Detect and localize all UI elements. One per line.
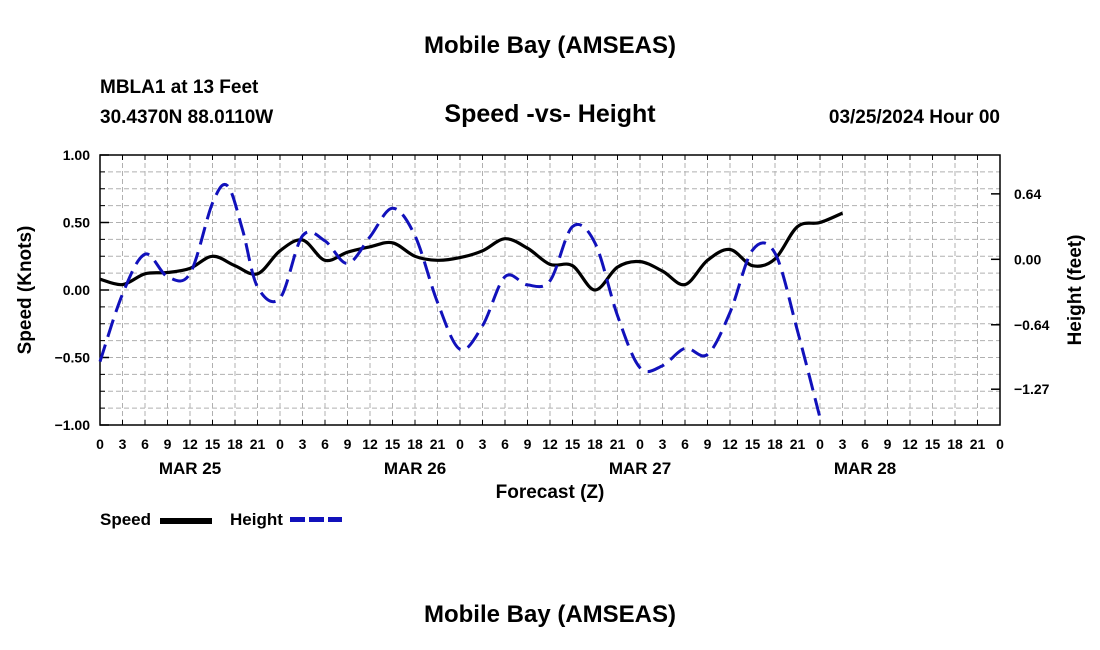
- y-tick-label: 0.00: [63, 282, 90, 298]
- x-tick-label: 6: [501, 436, 509, 452]
- x-tick-label: 0: [996, 436, 1004, 452]
- y-tick-label: −0.50: [55, 350, 91, 366]
- y2-tick-label: −1.27: [1014, 381, 1050, 397]
- x-tick-label: 21: [250, 436, 266, 452]
- y-tick-label: −1.00: [55, 417, 91, 433]
- x-tick-label: 0: [816, 436, 824, 452]
- x-tick-label: 18: [407, 436, 423, 452]
- x-tick-label: 12: [902, 436, 918, 452]
- x-day-label: MAR 28: [834, 459, 896, 478]
- legend-height-line: [290, 517, 342, 522]
- x-tick-label: 12: [182, 436, 198, 452]
- x-tick-label: 21: [970, 436, 986, 452]
- x-tick-label: 6: [141, 436, 149, 452]
- x-tick-label: 18: [587, 436, 603, 452]
- x-tick-label: 21: [430, 436, 446, 452]
- x-tick-label: 12: [362, 436, 378, 452]
- x-tick-label: 21: [610, 436, 626, 452]
- x-tick-label: 0: [276, 436, 284, 452]
- y-tick-label: 1.00: [63, 147, 90, 163]
- legend-height-label: Height: [230, 510, 283, 529]
- x-tick-label: 15: [205, 436, 221, 452]
- forecast-datetime: 03/25/2024 Hour 00: [828, 107, 1000, 128]
- x-tick-label: 3: [119, 436, 127, 452]
- chart-title: Speed -vs- Height: [444, 100, 656, 128]
- x-tick-label: 3: [479, 436, 487, 452]
- x-tick-label: 9: [524, 436, 532, 452]
- x-tick-label: 0: [636, 436, 644, 452]
- y2-axis-label: Height (feet): [1065, 234, 1086, 346]
- x-day-label: MAR 26: [384, 459, 446, 478]
- x-tick-label: 9: [884, 436, 892, 452]
- station-name: MBLA1 at 13 Feet: [100, 77, 259, 98]
- x-tick-label: 15: [745, 436, 761, 452]
- legend-speed-label: Speed: [100, 510, 152, 529]
- x-tick-label: 12: [722, 436, 738, 452]
- page-title-top: Mobile Bay (AMSEAS): [423, 32, 677, 59]
- x-tick-label: 3: [839, 436, 847, 452]
- y-tick-label: 0.50: [63, 215, 90, 231]
- x-tick-label: 6: [321, 436, 329, 452]
- page-title-bottom: Mobile Bay (AMSEAS): [423, 601, 677, 628]
- y2-tick-label: 0.64: [1014, 186, 1041, 202]
- y2-tick-label: −0.64: [1014, 317, 1050, 333]
- x-tick-label: 18: [947, 436, 963, 452]
- x-tick-label: 18: [767, 436, 783, 452]
- x-tick-label: 12: [542, 436, 558, 452]
- x-tick-label: 9: [344, 436, 352, 452]
- x-tick-label: 18: [227, 436, 243, 452]
- series-line-height: [98, 182, 822, 419]
- x-tick-label: 6: [681, 436, 689, 452]
- x-tick-label: 9: [164, 436, 172, 452]
- x-tick-label: 6: [861, 436, 869, 452]
- y2-tick-label: 0.00: [1014, 251, 1041, 267]
- station-coordinates: 30.4370N 88.0110W: [100, 107, 274, 128]
- x-tick-label: 15: [565, 436, 581, 452]
- x-tick-label: 3: [659, 436, 667, 452]
- x-day-label: MAR 25: [159, 459, 221, 478]
- x-tick-label: 3: [299, 436, 307, 452]
- x-tick-label: 9: [704, 436, 712, 452]
- x-tick-label: 15: [385, 436, 401, 452]
- x-tick-label: 0: [456, 436, 464, 452]
- series-line-speed: [99, 211, 844, 292]
- x-tick-label: 0: [96, 436, 104, 452]
- x-axis-label: Forecast (Z): [495, 482, 605, 503]
- y-axis-label: Speed (Knots): [15, 225, 36, 355]
- x-tick-label: 21: [790, 436, 806, 452]
- legend-speed-line: [160, 518, 212, 524]
- x-day-label: MAR 27: [609, 459, 671, 478]
- x-tick-label: 15: [925, 436, 941, 452]
